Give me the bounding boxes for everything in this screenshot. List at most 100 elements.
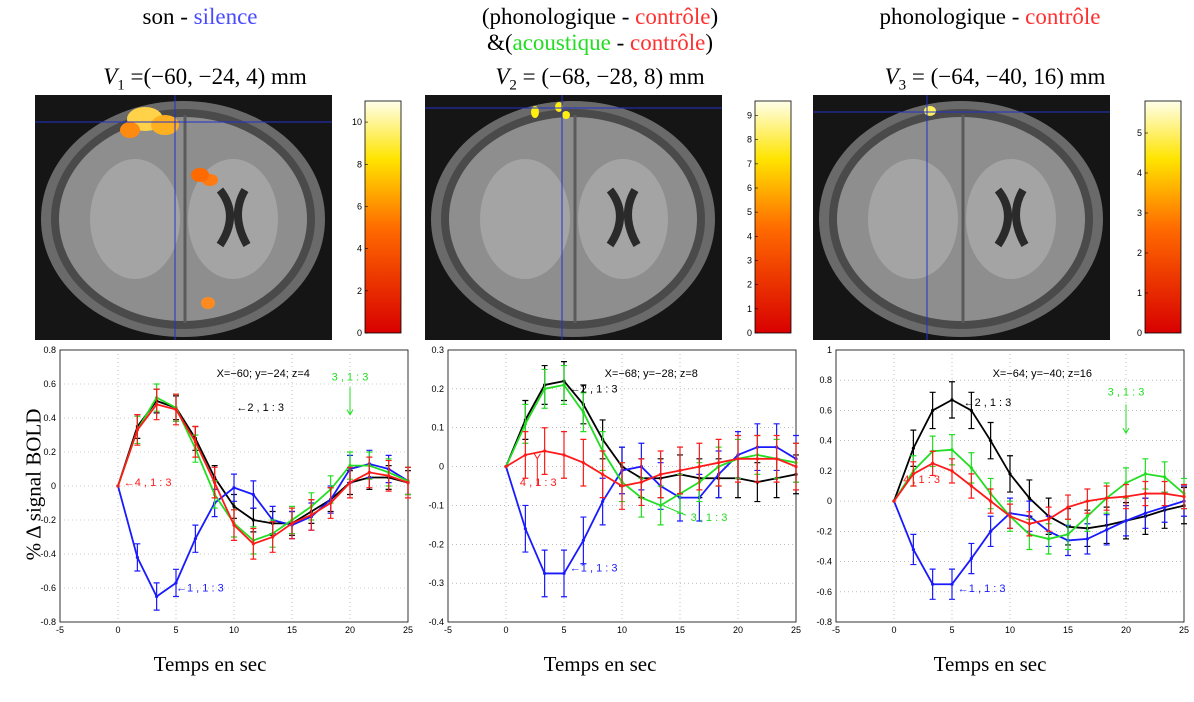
data-point: [1105, 528, 1109, 532]
series-line-red: [893, 462, 1185, 525]
data-point: [193, 537, 197, 541]
series-line-green: [117, 396, 409, 542]
x-tick-label: 15: [1063, 625, 1073, 635]
series-label-green: 3 , 1 : 3: [332, 372, 369, 384]
x-tick-label: 20: [345, 625, 355, 635]
y-tick-label: -0.4: [40, 549, 56, 559]
x-tick-label: 15: [287, 625, 297, 635]
data-point: [1047, 537, 1051, 541]
data-point: [504, 464, 508, 469]
data-point: [1008, 472, 1012, 476]
y-tick-label: 0.2: [43, 447, 56, 457]
data-point: [620, 484, 624, 488]
y-tick-label: -0.4: [428, 617, 444, 627]
data-point: [1163, 491, 1167, 496]
data-point: [523, 453, 527, 457]
y-tick-label: 1: [827, 345, 832, 355]
y-tick-label: -0.2: [816, 526, 832, 536]
colorbar-tick: 2: [357, 286, 362, 296]
y-tick-label: 0.4: [43, 413, 56, 423]
y-tick-label: 0.8: [43, 345, 56, 355]
data-point: [251, 518, 255, 522]
data-point: [1143, 491, 1147, 496]
colorbar-tick: 4: [747, 231, 752, 241]
data-point: [1143, 511, 1147, 515]
data-point: [1143, 472, 1147, 476]
series-line-green: [505, 383, 797, 507]
panel-2-xlabel: Temps en sec: [543, 652, 657, 676]
data-point: [1124, 519, 1128, 523]
coord-annotation: X=−64; y=−40; z=16: [993, 368, 1092, 380]
data-point: [406, 481, 410, 485]
data-point: [1047, 517, 1051, 521]
x-tick-label: 25: [403, 625, 413, 635]
data-point: [1105, 496, 1109, 500]
data-point: [1027, 496, 1031, 500]
data-point: [1124, 494, 1128, 499]
x-tick-label: 25: [791, 625, 801, 635]
y-tick-label: -0.3: [428, 578, 444, 588]
data-point: [329, 501, 333, 505]
panel-2-voxel: V2 = (−68, −28, 8) mm: [495, 64, 705, 94]
data-point: [755, 457, 759, 461]
brain-slice-2: [425, 95, 722, 340]
data-point: [581, 410, 585, 414]
data-point: [775, 457, 779, 461]
chart-3: -5 0 5 10 15 20 25 -0.8 -0.6 -0.4 -0.2 0 0.2 0.4 0.6 0.…: [816, 345, 1189, 635]
colorbar-3: 5 4 3 2 1 0: [1110, 95, 1190, 340]
data-point: [697, 464, 701, 469]
data-point: [1085, 499, 1089, 503]
data-point: [251, 492, 255, 497]
panel-3-xlabel: Temps en sec: [933, 652, 1047, 676]
data-point: [309, 513, 313, 517]
data-point: [1163, 475, 1167, 479]
annotation-arrow: [533, 453, 541, 486]
data-point: [155, 402, 159, 406]
annotation-arrow: [662, 504, 686, 516]
x-tick-label: 15: [675, 625, 685, 635]
colorbar-tick: 8: [747, 135, 752, 145]
data-point: [581, 538, 585, 543]
colorbar-tick: 10: [352, 117, 362, 127]
y-tick-label: 0.8: [819, 375, 832, 385]
data-point: [678, 468, 682, 473]
data-point: [1182, 494, 1186, 499]
x-tick-label: 10: [617, 625, 627, 635]
series-label-black: ←2 , 1 : 3: [964, 397, 1012, 409]
x-tick-label: -5: [444, 625, 452, 635]
series-label-black: ←2 , 1 : 3: [236, 402, 284, 414]
data-point: [736, 457, 740, 461]
series-label-red: 4 , 1 : 3: [903, 474, 940, 486]
x-tick-label: -5: [56, 625, 64, 635]
data-point: [387, 474, 391, 478]
y-tick-label: -0.6: [40, 583, 56, 593]
colorbar-tick: 8: [357, 159, 362, 169]
y-tick-label: 0.1: [431, 423, 444, 433]
chart-2: -5 0 5 10 15 20 25 -0.4 -0.3 -0.2 -0.1 0 0.1 0.2 0.3 X=…: [428, 345, 801, 635]
x-tick-label: 0: [115, 625, 120, 635]
series-label-blue: ←1 , 1 : 3: [958, 583, 1006, 595]
series-line-green: [893, 448, 1185, 540]
data-point: [135, 555, 139, 560]
panel-1-title: son - silence: [142, 4, 258, 29]
colorbar-tick: 9: [747, 111, 752, 121]
colorbar-tick: 6: [357, 201, 362, 211]
brain-slice-1: [35, 95, 332, 340]
data-point: [232, 486, 236, 490]
data-point: [911, 446, 915, 450]
y-tick-label: 0.6: [819, 405, 832, 415]
series-label-red: 4 , 1 : 3: [520, 477, 557, 489]
x-tick-label: 20: [1121, 625, 1131, 635]
x-tick-label: 25: [1179, 625, 1189, 635]
x-tick-label: 10: [229, 625, 239, 635]
colorbar-tick: 3: [1137, 208, 1142, 218]
data-point: [931, 461, 935, 465]
data-point: [271, 535, 275, 539]
data-point: [174, 407, 178, 412]
colorbar-tick: 5: [747, 207, 752, 217]
data-point: [213, 481, 217, 485]
brain-slice-3: [813, 95, 1110, 340]
data-point: [659, 503, 663, 508]
data-point: [155, 594, 159, 599]
data-point: [911, 472, 915, 476]
